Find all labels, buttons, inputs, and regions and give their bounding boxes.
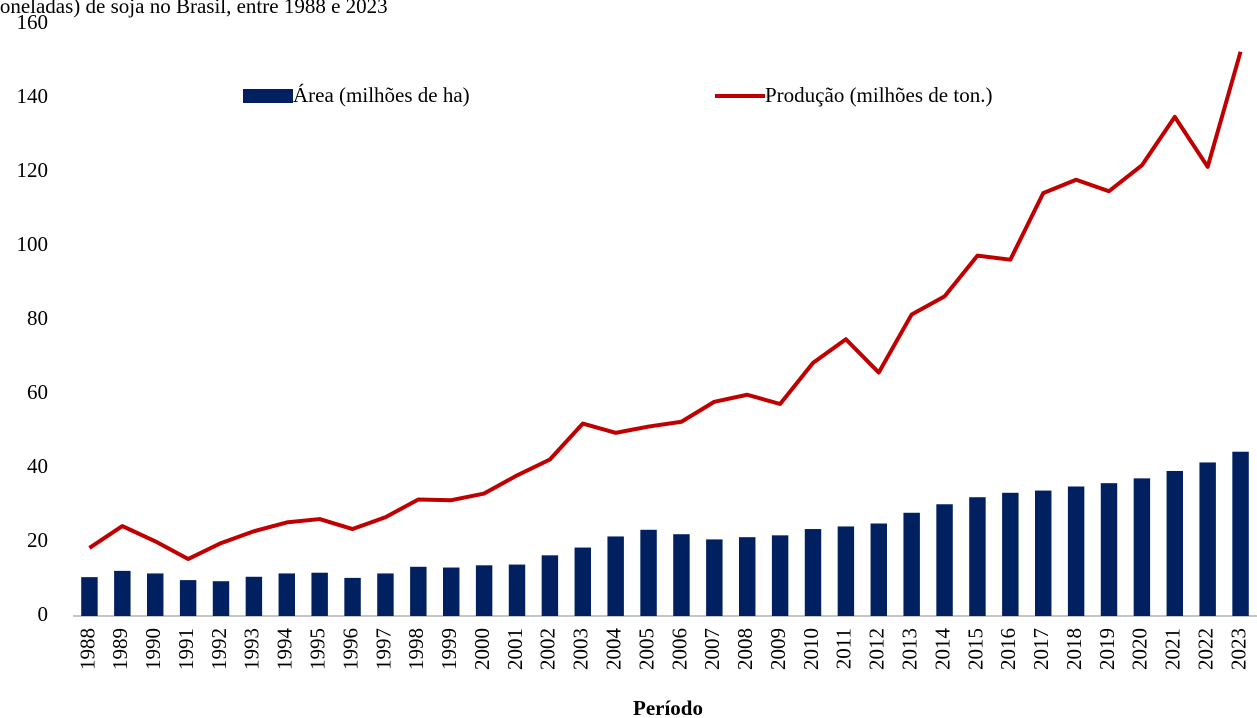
- x-tick-label: 2023: [1226, 628, 1250, 670]
- legend-swatch: [243, 89, 293, 103]
- x-tick-label: 2015: [963, 628, 987, 670]
- x-tick-label: 2011: [832, 628, 856, 669]
- x-tick-label: 2022: [1193, 628, 1217, 670]
- x-tick-label: 2021: [1161, 628, 1185, 670]
- bar: [1100, 483, 1118, 616]
- x-tick-label: 2013: [897, 628, 921, 670]
- x-tick-label: 1989: [108, 628, 132, 670]
- bar: [344, 577, 361, 616]
- x-tick-label: 2007: [700, 628, 724, 670]
- x-tick-label: 1994: [273, 628, 297, 671]
- legend-label: Produção (milhões de ton.): [765, 83, 992, 107]
- x-tick-label: 1997: [371, 628, 395, 670]
- bar: [311, 572, 328, 616]
- bar: [541, 555, 559, 616]
- x-tick-label: 2016: [996, 628, 1020, 670]
- x-tick-label: 2005: [634, 628, 658, 670]
- y-tick-label: 20: [27, 528, 48, 552]
- bar: [147, 573, 164, 616]
- bar: [475, 565, 493, 616]
- x-tick-label: 2012: [865, 628, 889, 670]
- bar: [706, 539, 723, 616]
- y-tick-label: 60: [27, 380, 48, 404]
- bar: [804, 529, 822, 616]
- chart-title: toneladas) de soja no Brasil, entre 1988…: [0, 0, 388, 18]
- bar: [443, 567, 460, 616]
- bar: [1133, 478, 1151, 616]
- bar: [1232, 451, 1249, 616]
- x-tick-label: 1988: [75, 628, 99, 670]
- x-tick-label: 2009: [766, 628, 790, 670]
- bar: [81, 577, 98, 616]
- bar: [640, 529, 657, 616]
- y-tick-label: 160: [17, 10, 49, 34]
- y-tick-label: 40: [27, 454, 48, 478]
- x-tick-label: 2008: [733, 628, 757, 670]
- bar: [410, 566, 427, 616]
- bar: [508, 564, 526, 616]
- x-tick-label: 1999: [437, 628, 461, 670]
- x-tick-label: 2000: [470, 628, 494, 670]
- x-tick-label: 2002: [536, 628, 560, 670]
- bar: [673, 534, 690, 616]
- bar: [837, 526, 855, 616]
- bar: [607, 536, 624, 616]
- x-tick-label: 1991: [174, 628, 198, 670]
- bar: [1035, 490, 1052, 616]
- bar: [969, 497, 986, 616]
- x-tick-label: 2014: [930, 628, 954, 671]
- bar: [870, 523, 887, 616]
- bar: [1199, 462, 1216, 616]
- x-tick-label: 2020: [1128, 628, 1152, 670]
- bar: [377, 573, 394, 616]
- bar: [936, 504, 953, 616]
- bar: [903, 512, 920, 616]
- x-tick-label: 2004: [601, 628, 625, 671]
- x-tick-label: 2018: [1062, 628, 1086, 670]
- x-tick-label: 2019: [1095, 628, 1119, 670]
- x-tick-label: 1990: [141, 628, 165, 670]
- bar: [278, 573, 295, 616]
- bar: [1002, 492, 1019, 616]
- x-tick-label: 2010: [799, 628, 823, 670]
- y-tick-label: 80: [27, 306, 48, 330]
- x-tick-label: 2006: [667, 628, 691, 670]
- y-tick-label: 120: [17, 158, 49, 182]
- x-tick-label: 2001: [503, 628, 527, 670]
- y-tick-label: 140: [17, 84, 49, 108]
- bar: [245, 576, 263, 616]
- bar: [739, 537, 756, 616]
- line: [88, 51, 1243, 562]
- x-tick-label: 2003: [569, 628, 593, 670]
- x-tick-label: 1993: [240, 628, 264, 670]
- x-tick-label: 1995: [305, 628, 329, 670]
- x-tick-label: 1992: [207, 628, 231, 670]
- y-tick-label: 100: [17, 232, 49, 256]
- legend-label: Área (milhões de ha): [293, 83, 470, 107]
- bar: [212, 581, 230, 616]
- bar: [179, 580, 197, 616]
- bar: [1166, 470, 1183, 616]
- x-axis-title: Período: [633, 696, 703, 718]
- x-tick-label: 2017: [1029, 628, 1053, 670]
- bar: [1067, 486, 1085, 616]
- bar: [114, 570, 131, 616]
- y-tick-label: 0: [38, 602, 49, 626]
- x-tick-label: 1998: [404, 628, 428, 670]
- bar: [771, 535, 789, 616]
- x-tick-label: 1996: [338, 628, 362, 670]
- bar: [574, 547, 591, 616]
